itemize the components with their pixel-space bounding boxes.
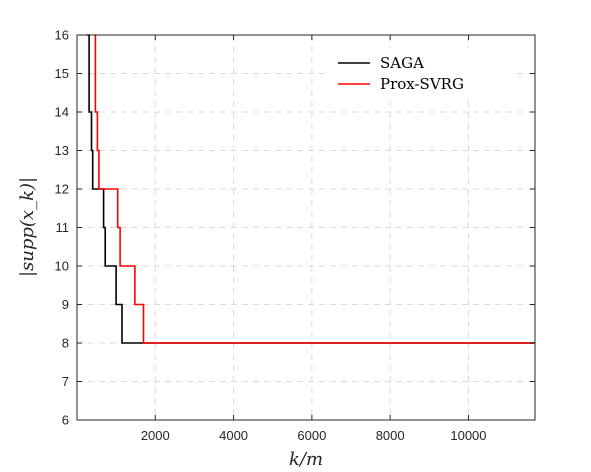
y-tick-label: 9: [62, 297, 69, 312]
y-tick-label: 13: [55, 143, 69, 158]
axis-ticks: [77, 34, 535, 421]
y-tick-label: 6: [62, 413, 69, 428]
x-tick-label: 8000: [376, 428, 405, 443]
y-axis-title: |supp(x_k)|: [17, 177, 38, 277]
legend-box: [328, 48, 513, 98]
y-tick-label: 8: [62, 336, 69, 351]
legend-label: SAGA: [380, 54, 424, 72]
y-tick-label: 14: [55, 105, 69, 120]
y-tick-label: 10: [55, 259, 69, 274]
axis-tick-labels: 2000 4000 6000 8000 10000 6 7 8 9 10 11 12 13 14 15 16: [55, 28, 487, 444]
legend-label: Prox-SVRG: [380, 75, 464, 93]
series-line-prox-svrg: [94, 34, 535, 344]
x-tick-label: 4000: [219, 428, 248, 443]
grid: [77, 35, 535, 420]
y-tick-label: 11: [56, 220, 70, 235]
x-tick-label: 10000: [450, 428, 486, 443]
y-tick-label: 16: [55, 28, 69, 43]
y-tick-label: 15: [55, 66, 69, 81]
legend: SAGA Prox-SVRG: [328, 48, 513, 98]
x-tick-label: 2000: [141, 428, 170, 443]
legend-items: SAGA Prox-SVRG: [338, 54, 464, 93]
y-tick-label: 12: [55, 182, 69, 197]
series-line-saga: [86, 34, 535, 344]
series-lines: [86, 34, 535, 344]
x-axis-title: k/m: [289, 449, 323, 470]
x-tick-label: 6000: [297, 428, 326, 443]
y-tick-label: 7: [62, 374, 69, 389]
